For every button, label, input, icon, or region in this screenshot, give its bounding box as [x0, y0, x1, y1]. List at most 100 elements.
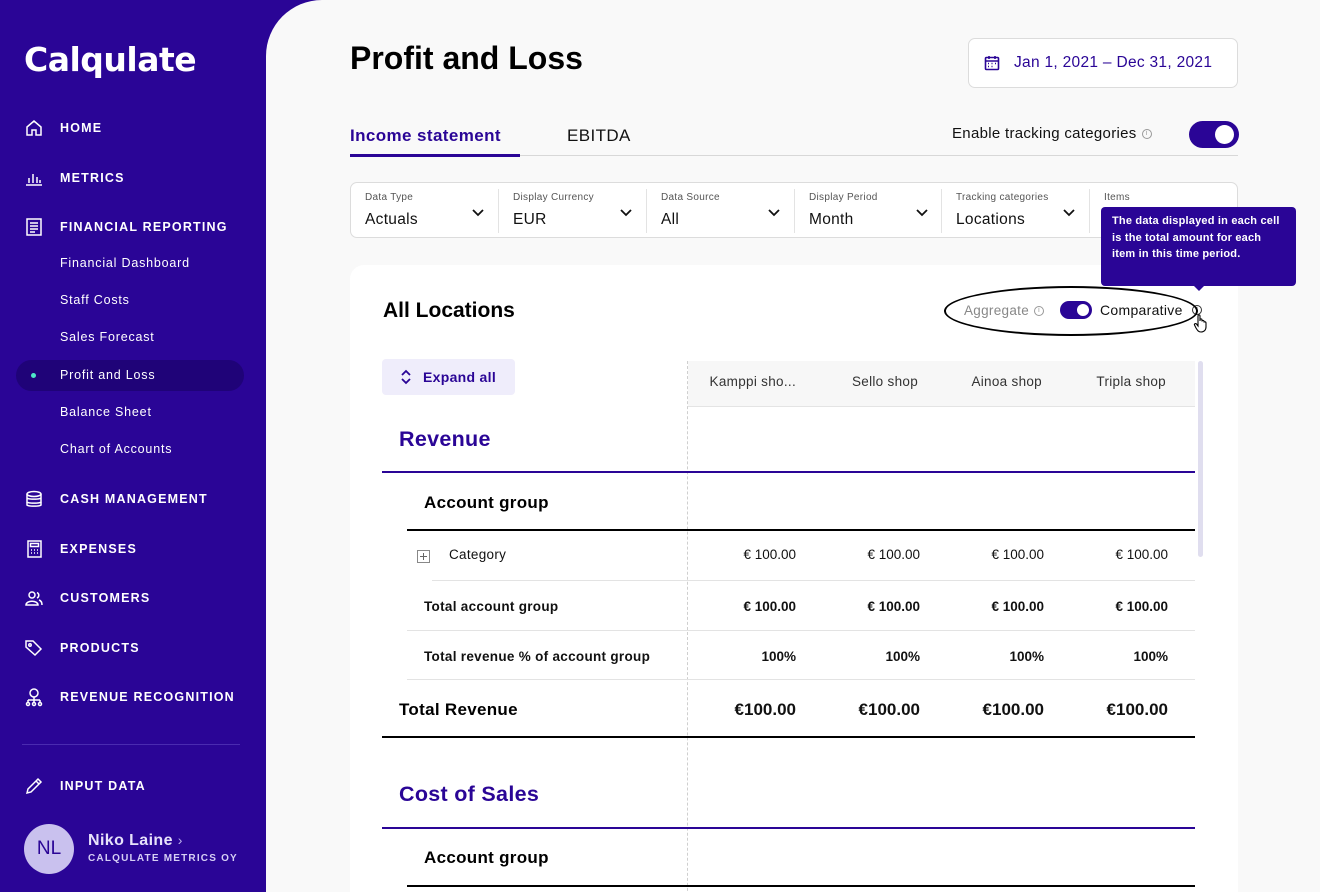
section-title-cost-of-sales: Cost of Sales — [399, 782, 540, 806]
nav-label: EXPENSES — [60, 542, 137, 556]
main-content: Profit and Loss Jan 1, 2021 – Dec 31, 20… — [266, 0, 1320, 892]
info-icon[interactable]: i — [1141, 129, 1152, 140]
table-cell: € 100.00 — [991, 599, 1044, 614]
filter-display-currency[interactable]: Display Currency EUR — [499, 183, 646, 239]
table-cell: € 100.00 — [867, 599, 920, 614]
pencil-icon — [24, 776, 44, 796]
account-group-title: Account group — [424, 493, 549, 512]
category-label: Category — [449, 547, 507, 562]
filters-bar: Data Type Actuals Display Currency EUR D… — [350, 182, 1238, 238]
users-icon — [24, 588, 44, 608]
toggle-knob — [1215, 125, 1234, 144]
chevron-down-icon — [768, 205, 780, 217]
row-divider — [432, 580, 1195, 581]
tracking-categories-label: Enable tracking categories i — [952, 125, 1152, 142]
nav-products[interactable]: PRODUCTS — [24, 636, 140, 660]
filter-tracking-categories[interactable]: Tracking categories Locations — [942, 183, 1089, 239]
filter-value: All — [661, 211, 680, 228]
table-cell: € 100.00 — [1115, 599, 1168, 614]
avatar[interactable]: NL — [24, 824, 74, 874]
app-logo[interactable]: Calqulate — [24, 40, 197, 79]
group-divider — [407, 529, 1195, 531]
sub-item-chart-of-accounts[interactable]: Chart of Accounts — [60, 442, 173, 456]
table-cell: € 100.00 — [1115, 547, 1168, 562]
user-name[interactable]: Niko Laine › — [88, 832, 183, 850]
nav-label: REVENUE RECOGNITION — [60, 690, 235, 704]
expand-chevrons-icon — [401, 369, 411, 385]
expand-all-button[interactable]: Expand all — [382, 359, 515, 395]
sub-item-financial-dashboard[interactable]: Financial Dashboard — [60, 256, 190, 270]
nav-metrics[interactable]: METRICS — [24, 166, 125, 190]
filter-display-period[interactable]: Display Period Month — [795, 183, 942, 239]
nav-expenses[interactable]: EXPENSES — [24, 537, 137, 561]
nav-customers[interactable]: CUSTOMERS — [24, 586, 150, 610]
table-cell: € 100.00 — [743, 547, 796, 562]
table-cell: €100.00 — [1106, 700, 1168, 719]
sidebar: Calqulate HOME METRICS FINANCIAL REPORTI… — [0, 0, 268, 892]
chevron-right-icon: › — [177, 832, 183, 848]
filter-divider — [646, 189, 647, 233]
section-divider — [382, 471, 1195, 473]
bar-chart-icon — [24, 168, 44, 188]
filter-data-source[interactable]: Data Source All — [647, 183, 794, 239]
dollar-network-icon — [24, 687, 44, 707]
active-dot — [31, 373, 36, 378]
column-header-sello[interactable]: Sello shop — [851, 374, 918, 389]
section-divider — [382, 827, 1195, 829]
filter-items[interactable]: Items — [1090, 183, 1238, 239]
nav-label: METRICS — [60, 171, 125, 185]
report-card: All Locations Aggregate i Comparative i E… — [350, 265, 1238, 892]
tab-income-statement[interactable]: Income statement — [350, 126, 501, 145]
filter-value: Actuals — [365, 211, 418, 228]
filter-value: Month — [809, 211, 854, 228]
table-cell: €100.00 — [858, 700, 920, 719]
coins-icon — [24, 489, 44, 509]
tab-ebitda[interactable]: EBITDA — [567, 126, 631, 145]
section-total-divider — [382, 736, 1195, 738]
sub-item-sales-forecast[interactable]: Sales Forecast — [60, 330, 155, 344]
tracking-label-text: Enable tracking categories — [952, 125, 1137, 142]
info-tooltip: The data displayed in each cell is the t… — [1101, 207, 1296, 286]
chevron-down-icon — [1063, 205, 1075, 217]
filter-data-type[interactable]: Data Type Actuals — [351, 183, 498, 239]
nav-cash-management[interactable]: CASH MANAGEMENT — [24, 487, 208, 511]
column-header-kamppi[interactable]: Kamppi sho... — [709, 374, 796, 389]
column-header-ainoa[interactable]: Ainoa shop — [971, 374, 1042, 389]
tags-icon — [24, 638, 44, 658]
row-divider — [407, 630, 1195, 631]
expand-all-label: Expand all — [423, 369, 497, 385]
page-title: Profit and Loss — [350, 40, 583, 76]
revenue-percent-label: Total revenue % of account group — [424, 649, 651, 664]
nav-revenue-recognition[interactable]: REVENUE RECOGNITION — [24, 685, 235, 709]
table-cell: €100.00 — [734, 700, 796, 719]
sub-item-staff-costs[interactable]: Staff Costs — [60, 293, 130, 307]
nav-label: PRODUCTS — [60, 641, 140, 655]
filter-value: Locations — [956, 211, 1026, 228]
filter-label: Data Type — [365, 192, 414, 203]
filter-divider — [941, 189, 942, 233]
nav-label: INPUT DATA — [60, 779, 146, 793]
table-cell: 100% — [1133, 649, 1168, 664]
sub-item-profit-and-loss[interactable]: Profit and Loss — [60, 368, 156, 382]
nav-label: CUSTOMERS — [60, 591, 151, 605]
sidebar-divider — [22, 744, 240, 745]
table-cell: 100% — [761, 649, 796, 664]
scrollbar[interactable] — [1198, 361, 1203, 557]
tooltip-arrow — [1193, 285, 1205, 291]
nav-label: HOME — [60, 121, 103, 135]
nav-home[interactable]: HOME — [24, 116, 102, 140]
filter-divider — [498, 189, 499, 233]
active-tab-indicator — [350, 154, 520, 157]
table-cell: €100.00 — [982, 700, 1044, 719]
date-range-button[interactable]: Jan 1, 2021 – Dec 31, 2021 — [968, 38, 1238, 88]
sub-item-balance-sheet[interactable]: Balance Sheet — [60, 405, 152, 419]
tracking-categories-toggle[interactable] — [1189, 121, 1239, 148]
expand-row-icon[interactable] — [417, 550, 430, 563]
filter-divider — [794, 189, 795, 233]
nav-input-data[interactable]: INPUT DATA — [24, 774, 146, 798]
account-group-title: Account group — [424, 848, 549, 867]
user-org: CALQULATE METRICS OY — [88, 853, 238, 864]
filter-label: Display Period — [809, 192, 878, 203]
column-header-tripla[interactable]: Tripla shop — [1096, 374, 1166, 389]
nav-financial-reporting[interactable]: FINANCIAL REPORTING — [24, 215, 228, 239]
